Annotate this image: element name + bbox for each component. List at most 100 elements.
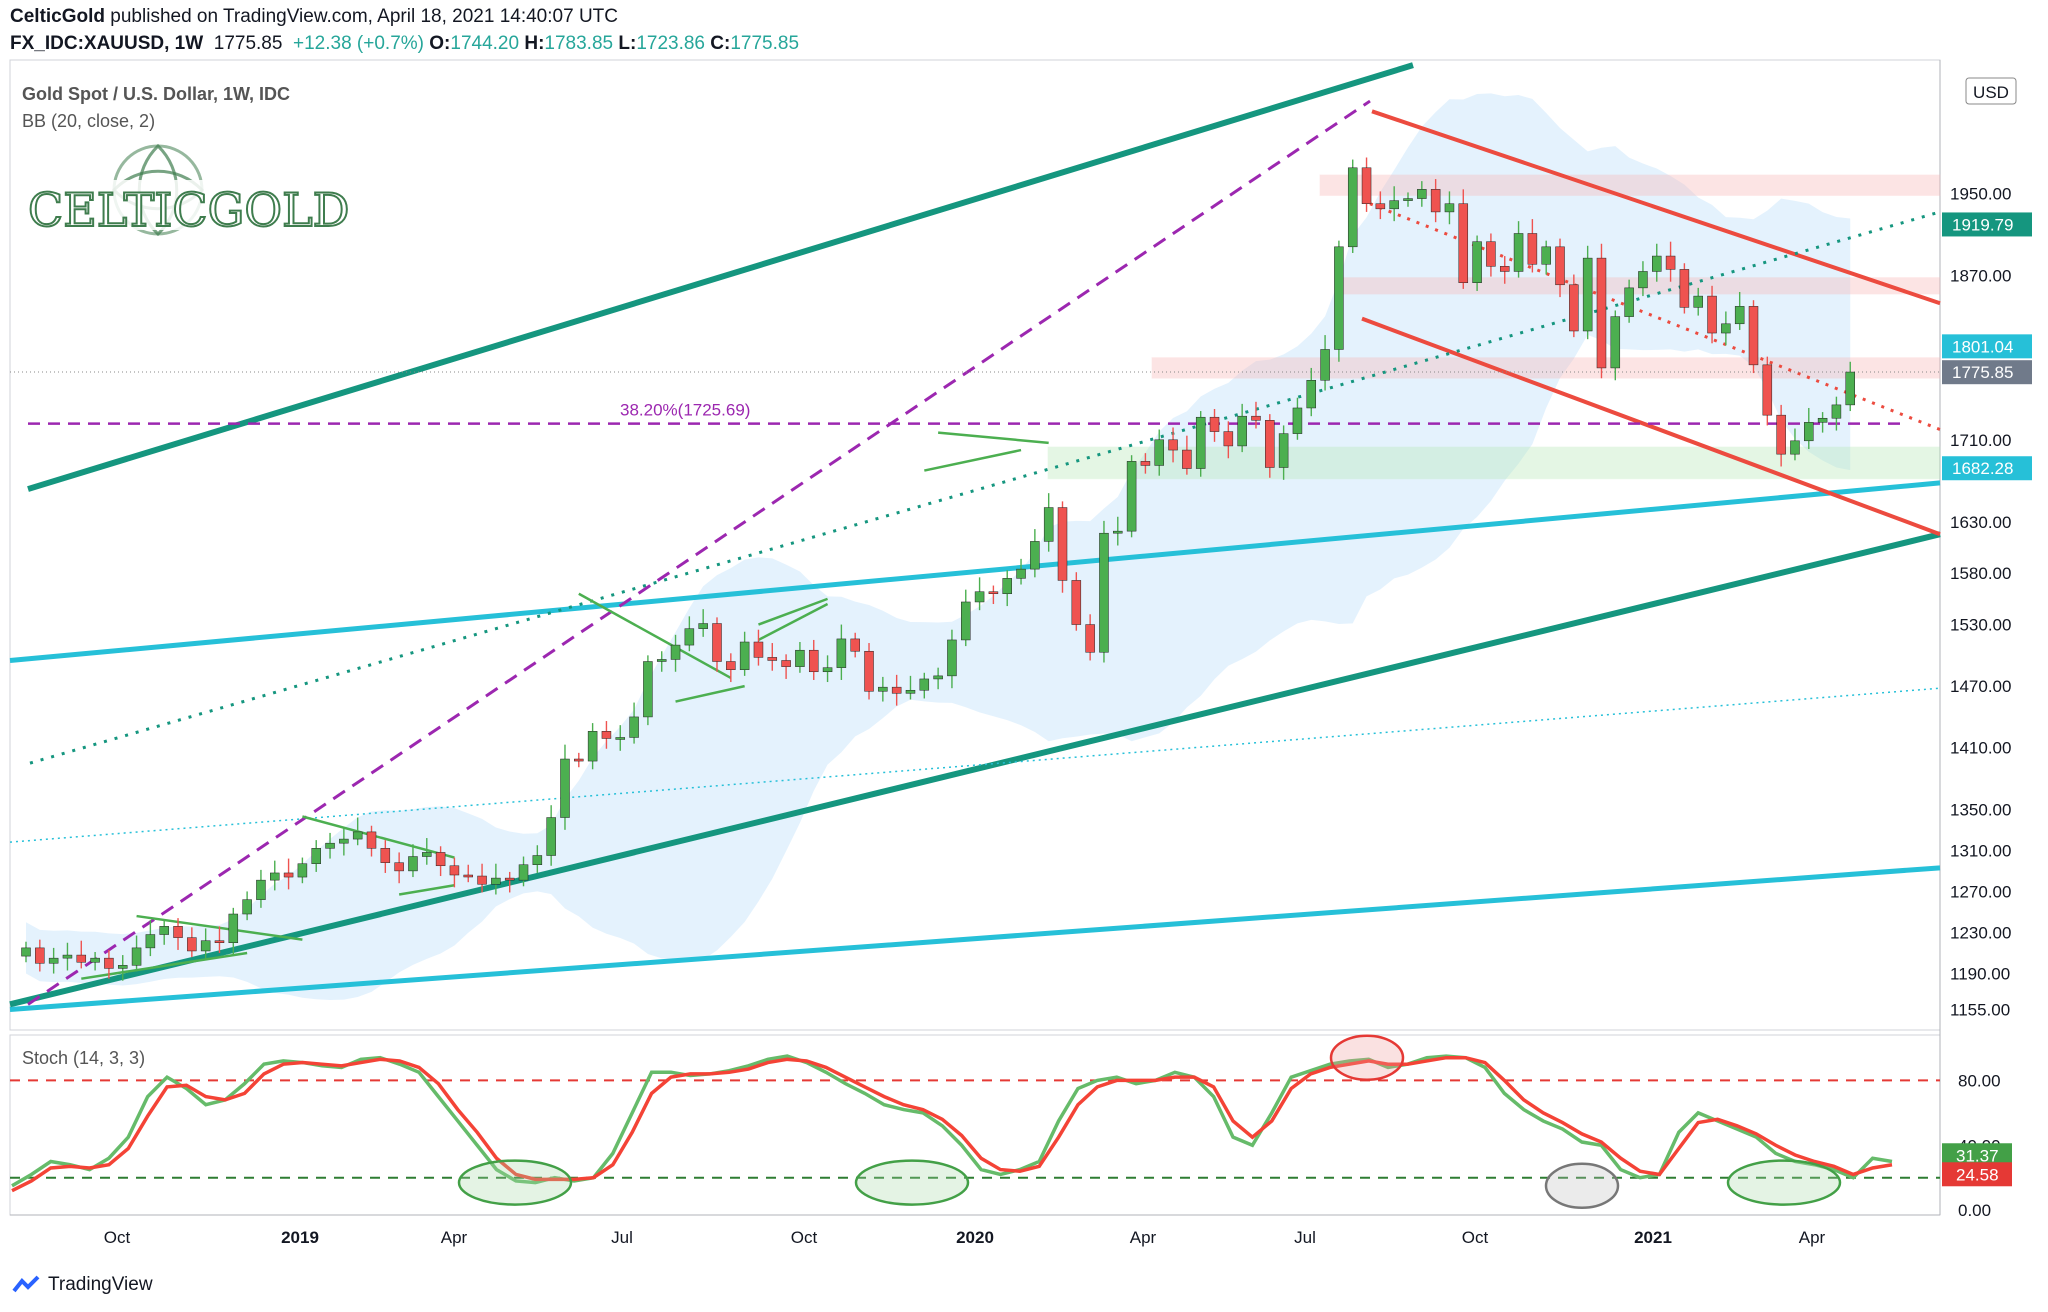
candle[interactable] (1278, 433, 1289, 468)
candle[interactable] (1582, 257, 1593, 332)
candle[interactable] (491, 877, 501, 885)
candle[interactable] (1265, 420, 1275, 468)
candle[interactable] (90, 957, 100, 963)
candle[interactable] (228, 913, 239, 944)
candle[interactable] (1776, 414, 1786, 455)
candle[interactable] (270, 872, 280, 881)
candle[interactable] (712, 623, 722, 662)
candle[interactable] (76, 954, 87, 963)
candle[interactable] (615, 737, 626, 740)
candle[interactable] (1430, 189, 1441, 213)
candle[interactable] (1099, 532, 1109, 653)
candle[interactable] (1361, 167, 1372, 204)
candle[interactable] (256, 879, 266, 900)
candle[interactable] (297, 863, 308, 878)
candle[interactable] (836, 638, 847, 668)
candle[interactable] (1057, 507, 1068, 581)
candle[interactable] (1596, 257, 1607, 369)
candle[interactable] (1748, 306, 1759, 366)
candle[interactable] (1347, 167, 1358, 248)
candle[interactable] (781, 660, 791, 667)
candle[interactable] (1569, 284, 1579, 332)
candle[interactable] (919, 678, 930, 691)
candle[interactable] (684, 628, 695, 646)
candle[interactable] (1762, 364, 1773, 416)
candle[interactable] (1113, 530, 1123, 534)
candle[interactable] (753, 641, 764, 658)
candle[interactable] (1444, 203, 1455, 213)
candle[interactable] (48, 957, 59, 964)
candle[interactable] (643, 661, 653, 718)
candle[interactable] (767, 657, 778, 661)
candle[interactable] (850, 638, 860, 652)
candle[interactable] (117, 965, 128, 969)
candle[interactable] (574, 758, 584, 762)
candle[interactable] (1140, 461, 1151, 466)
candle[interactable] (449, 865, 460, 876)
candle[interactable] (601, 731, 612, 739)
candle[interactable] (214, 940, 225, 944)
candle[interactable] (1195, 416, 1206, 469)
candle[interactable] (131, 947, 142, 966)
candle[interactable] (1638, 271, 1648, 289)
candle[interactable] (104, 957, 114, 969)
candle[interactable] (35, 947, 45, 964)
candle[interactable] (629, 716, 639, 738)
candle[interactable] (1486, 241, 1496, 267)
candle[interactable] (1085, 624, 1095, 653)
candle[interactable] (974, 591, 985, 603)
candle[interactable] (159, 926, 169, 935)
candle[interactable] (1389, 200, 1399, 210)
candle[interactable] (656, 659, 667, 662)
candle[interactable] (1334, 246, 1344, 350)
candle[interactable] (808, 649, 819, 673)
candle[interactable] (1126, 461, 1137, 532)
candle[interactable] (1693, 295, 1703, 308)
footer-brand[interactable]: TradingView (48, 1274, 153, 1295)
candle[interactable] (1499, 266, 1510, 272)
candle[interactable] (1030, 541, 1040, 570)
candle[interactable] (698, 623, 708, 629)
candle[interactable] (200, 940, 211, 952)
candle[interactable] (380, 848, 391, 863)
candle[interactable] (1679, 269, 1690, 308)
candle[interactable] (1223, 431, 1234, 447)
candle[interactable] (283, 872, 294, 878)
candle[interactable] (62, 954, 73, 959)
candle[interactable] (1513, 233, 1524, 272)
candle[interactable] (739, 641, 750, 670)
publisher-name[interactable]: CelticGold (10, 6, 106, 27)
candle[interactable] (311, 848, 321, 864)
candle[interactable] (1154, 439, 1164, 466)
candle[interactable] (988, 591, 999, 595)
candle[interactable] (1071, 580, 1082, 625)
candle[interactable] (1403, 198, 1413, 201)
candle[interactable] (905, 689, 916, 694)
candle[interactable] (726, 661, 736, 670)
candle[interactable] (477, 875, 487, 885)
currency-badge[interactable] (1965, 77, 2017, 105)
candle[interactable] (864, 650, 874, 692)
candle[interactable] (822, 667, 833, 673)
candle[interactable] (961, 601, 971, 641)
candle[interactable] (463, 874, 473, 878)
candle[interactable] (1417, 189, 1427, 199)
candle[interactable] (1237, 415, 1247, 447)
candle[interactable] (1734, 306, 1745, 325)
candle[interactable] (173, 926, 183, 938)
candle[interactable] (1831, 404, 1842, 419)
candle[interactable] (1804, 422, 1814, 442)
candle[interactable] (532, 855, 543, 865)
candle[interactable] (1707, 295, 1717, 334)
candle[interactable] (1168, 439, 1178, 451)
candle[interactable] (1251, 415, 1261, 421)
candle[interactable] (670, 644, 681, 660)
candle[interactable] (1306, 380, 1317, 409)
candle[interactable] (408, 856, 418, 872)
candle[interactable] (366, 831, 377, 849)
candle[interactable] (1182, 449, 1192, 469)
candle[interactable] (1043, 507, 1054, 542)
candle[interactable] (1292, 407, 1303, 434)
candle[interactable] (1817, 417, 1828, 423)
